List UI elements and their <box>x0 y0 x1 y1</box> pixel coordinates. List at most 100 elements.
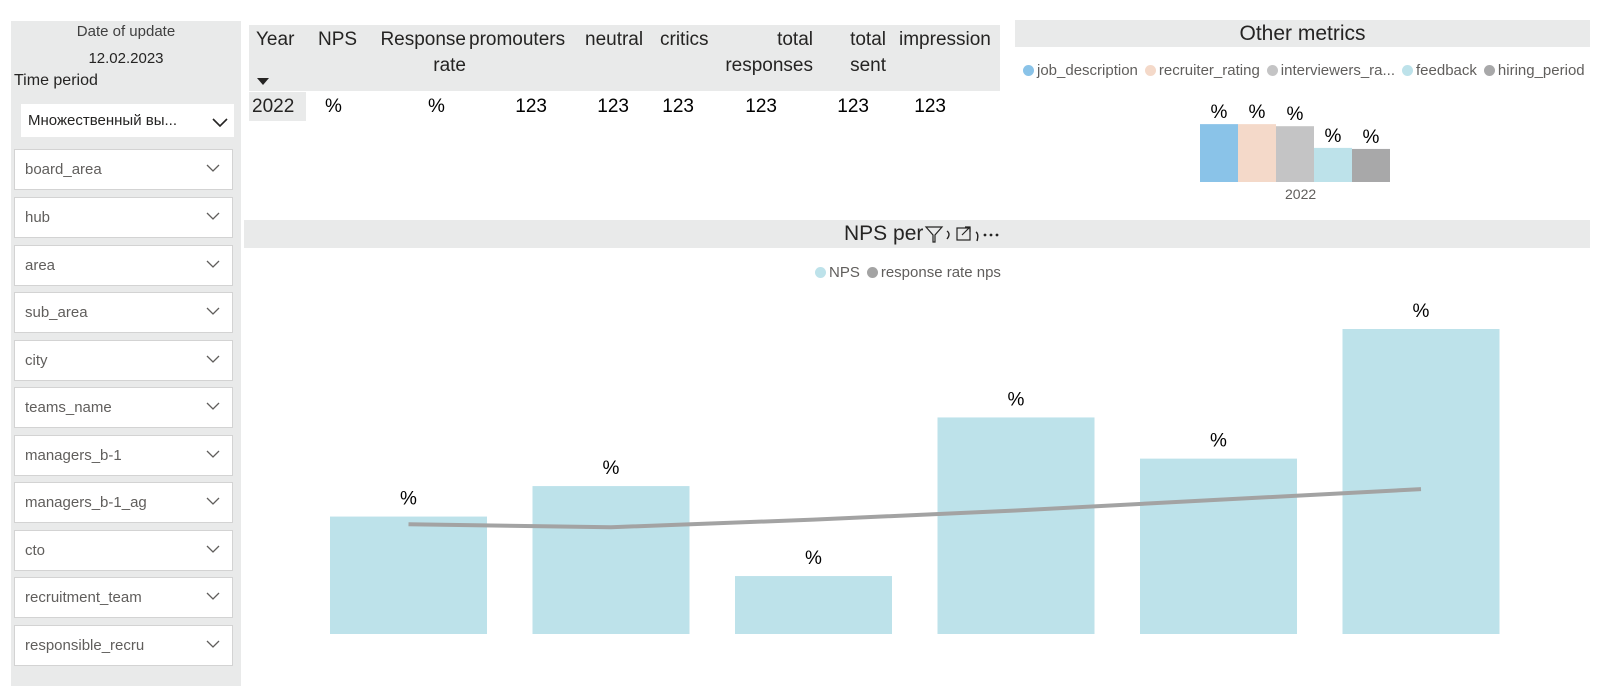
legend-item-nps[interactable]: NPS <box>815 264 860 281</box>
slicer-hub[interactable]: hub <box>14 197 233 238</box>
bar-interviewers_ra[interactable] <box>1276 126 1314 182</box>
nps-per-chart: %%%%%% <box>330 301 1500 634</box>
x-axis-tick-label: 2022 <box>1285 186 1317 202</box>
data-label: % <box>400 489 417 510</box>
header-critics[interactable]: critics <box>660 29 709 50</box>
cell-response-rate: % <box>428 96 445 117</box>
legend-label: response rate nps <box>880 264 1001 281</box>
chevron-down-icon <box>206 531 220 553</box>
header-total-sent-line1[interactable]: total <box>850 29 886 50</box>
data-label: % <box>1287 104 1304 125</box>
time-period-value: Множественный вы... <box>28 112 177 129</box>
data-label: % <box>1325 126 1342 147</box>
cell-neutral: 123 <box>597 96 629 117</box>
chevron-down-icon <box>206 436 220 458</box>
legend-dot-icon <box>1483 65 1495 76</box>
bar-recruiter_rating[interactable] <box>1238 124 1276 182</box>
legend-item-recruiter-rating[interactable]: recruiter_rating <box>1144 62 1260 79</box>
data-label: % <box>805 548 822 569</box>
slicer-managers-b1-ag[interactable]: managers_b-1_ag <box>14 482 233 523</box>
legend-item-response-rate-nps[interactable]: response rate nps <box>866 264 1001 281</box>
legend-dot-icon <box>815 267 826 278</box>
slicer-label: board_area <box>25 161 102 178</box>
more-options-icon[interactable] <box>983 233 999 237</box>
slicer-managers-b1[interactable]: managers_b-1 <box>14 435 233 476</box>
legend-dot-icon <box>1266 65 1278 76</box>
slicer-teams-name[interactable]: teams_name <box>14 387 233 428</box>
legend-dot-icon <box>1402 65 1414 76</box>
slicer-label: area <box>25 257 56 274</box>
slicer-cto[interactable]: cto <box>14 530 233 571</box>
nps-per-legend: NPS response rate nps <box>815 264 1008 281</box>
slicer-label: cto <box>25 542 46 559</box>
slicer-label: hub <box>25 209 51 226</box>
header-neutral[interactable]: neutral <box>585 29 644 50</box>
other-metrics-title: Other metrics <box>1015 20 1590 47</box>
cell-promouters: 123 <box>515 96 547 117</box>
slicer-recruitment-team[interactable]: recruitment_team <box>14 577 233 618</box>
legend-label: hiring_period <box>1497 62 1585 79</box>
nps-bar[interactable] <box>1140 458 1297 634</box>
header-response-rate-line1[interactable]: Response <box>380 29 466 50</box>
header-nps[interactable]: NPS <box>318 29 358 50</box>
chevron-down-icon <box>206 246 220 268</box>
chevron-down-icon <box>206 341 220 363</box>
other-metrics-legend: job_description recruiter_rating interview… <box>1023 62 1592 79</box>
time-period-dropdown[interactable]: Множественный вы... <box>21 104 234 137</box>
legend-dot-icon <box>866 267 878 278</box>
filter-panel: Date of update 12.02.2023 Time period Мн… <box>11 21 241 686</box>
slicer-label: responsible_recru <box>25 637 145 654</box>
other-metrics-chart: %%%%% <box>1200 102 1390 182</box>
slicer-responsible-recruiter[interactable]: responsible_recru <box>14 625 233 666</box>
chevron-down-icon <box>206 198 220 220</box>
bar-hiring_period[interactable] <box>1352 148 1390 182</box>
slicer-city[interactable]: city <box>14 340 233 381</box>
legend-item-hiring-period[interactable]: hiring_period <box>1483 62 1585 79</box>
data-label: % <box>1211 102 1228 123</box>
header-total-responses-line1[interactable]: total <box>777 29 813 50</box>
header-impression[interactable]: impression <box>899 29 991 50</box>
slicer-area[interactable]: area <box>14 245 233 286</box>
focus-mode-icon[interactable] <box>956 226 971 241</box>
sort-descending-icon[interactable] <box>257 78 269 85</box>
drill-icon[interactable] <box>946 230 950 240</box>
nps-bar[interactable] <box>1342 329 1500 634</box>
bar-job_description[interactable] <box>1200 124 1238 182</box>
kpi-table-header: Year NPS Response rate promouters neutra… <box>249 25 1000 91</box>
cell-year: 2022 <box>249 92 306 121</box>
legend-item-interviewers-rating[interactable]: interviewers_ra... <box>1266 62 1396 79</box>
date-of-update-value: 12.02.2023 <box>88 50 164 67</box>
data-label: % <box>1363 127 1380 148</box>
nps-bar[interactable] <box>937 417 1095 634</box>
header-year[interactable]: Year <box>256 29 295 50</box>
time-period-label: Time period <box>14 72 98 89</box>
slicer-label: sub_area <box>25 304 88 321</box>
chevron-down-icon <box>206 626 220 648</box>
cell-impression: 123 <box>914 96 946 117</box>
slicer-label: managers_b-1 <box>25 447 122 464</box>
legend-label: recruiter_rating <box>1158 62 1260 79</box>
cell-critics: 123 <box>662 96 694 117</box>
slicer-sub-area[interactable]: sub_area <box>14 292 233 333</box>
legend-label: interviewers_ra... <box>1280 62 1396 79</box>
cell-total-sent: 123 <box>837 96 869 117</box>
nps-bar[interactable] <box>330 516 487 634</box>
nps-bar[interactable] <box>735 576 892 634</box>
nps-bar[interactable] <box>532 486 690 634</box>
nps-per-title: NPS per <box>844 222 924 245</box>
slicer-board-area[interactable]: board_area <box>14 149 233 190</box>
cell-nps: % <box>325 96 342 117</box>
bar-feedback[interactable] <box>1314 147 1352 182</box>
header-total-sent-line2[interactable]: sent <box>850 55 886 76</box>
legend-item-feedback[interactable]: feedback <box>1402 62 1477 79</box>
legend-label: job_description <box>1037 62 1138 79</box>
response-rate-line[interactable] <box>408 487 1422 530</box>
header-total-responses-line2[interactable]: responses <box>725 55 813 76</box>
data-label: % <box>1210 431 1227 452</box>
header-promouters[interactable]: promouters <box>469 29 566 50</box>
legend-label: feedback <box>1416 62 1477 79</box>
legend-item-job-description[interactable]: job_description <box>1023 62 1138 79</box>
drill-up-icon[interactable] <box>975 231 979 242</box>
filter-icon[interactable] <box>924 226 944 243</box>
header-response-rate-line2[interactable]: rate <box>433 55 466 76</box>
